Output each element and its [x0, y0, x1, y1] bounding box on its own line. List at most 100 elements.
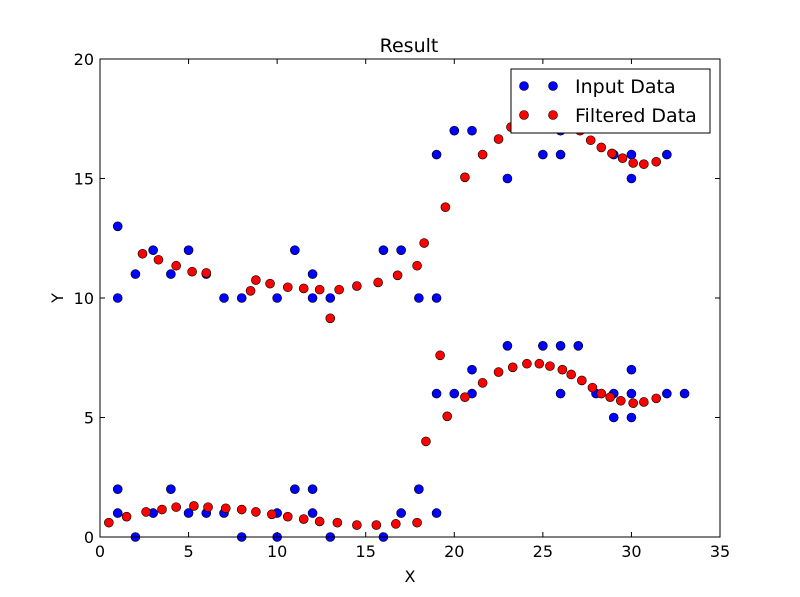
legend-marker-input-2: [548, 81, 558, 91]
filtered-data-point: [460, 392, 470, 402]
input-data-point: [662, 149, 672, 160]
y-axis-label: Y: [48, 293, 67, 304]
filtered-data-point: [352, 520, 362, 530]
input-data-point: [112, 484, 123, 495]
filtered-data-point: [325, 313, 336, 324]
x-tick-label: 15: [356, 542, 376, 561]
filtered-data-point: [628, 158, 639, 168]
input-data-point: [467, 125, 477, 136]
input-data-point: [431, 508, 442, 518]
filtered-data-point: [477, 378, 488, 388]
filtered-data-point: [189, 501, 199, 511]
input-data-point: [290, 484, 300, 495]
y-tick-label: 5: [84, 409, 94, 428]
filtered-data-point: [534, 358, 545, 369]
x-tick-label: 30: [621, 542, 641, 561]
input-data-point: [272, 293, 282, 303]
series-filtered-data: [104, 122, 662, 530]
input-data-point: [148, 245, 158, 255]
legend-marker-filtered-2: [548, 110, 558, 120]
legend: Input Data Filtered Data: [510, 68, 711, 134]
filtered-data-point: [137, 248, 148, 259]
input-data-point: [396, 245, 406, 255]
input-data-point: [236, 293, 247, 303]
input-data-point: [396, 508, 406, 518]
filtered-data-point: [171, 260, 181, 271]
filtered-data-point: [596, 388, 607, 399]
filtered-data-point: [460, 172, 470, 183]
filtered-data-point: [251, 275, 261, 285]
input-data-point: [555, 340, 566, 351]
input-data-point: [449, 388, 460, 399]
filtered-data-point: [104, 517, 114, 528]
filtered-data-point: [251, 507, 261, 517]
input-data-point: [538, 149, 548, 160]
input-data-point: [219, 293, 229, 303]
input-data-point: [626, 364, 637, 375]
input-data-point: [112, 293, 123, 303]
input-data-point: [626, 173, 637, 184]
filtered-data-point: [245, 286, 256, 296]
plot-area: [104, 122, 690, 542]
filtered-data-point: [477, 149, 488, 160]
filtered-data-point: [282, 511, 293, 522]
filtered-data-point: [577, 375, 587, 386]
filtered-data-point: [267, 509, 277, 520]
legend-box: [510, 68, 711, 134]
filtered-data-point: [157, 504, 167, 515]
input-data-point: [573, 340, 584, 351]
input-data-point: [307, 293, 318, 303]
legend-marker-filtered-1: [519, 110, 529, 120]
legend-marker-input-1: [519, 81, 529, 91]
filtered-data-point: [442, 411, 453, 422]
filtered-data-point: [141, 507, 151, 517]
input-data-point: [431, 149, 442, 160]
input-data-point: [449, 125, 460, 136]
filtered-data-point: [493, 367, 504, 377]
input-data-point: [467, 364, 477, 375]
filtered-data-point: [298, 283, 309, 294]
input-data-point: [112, 221, 123, 232]
filtered-data-point: [566, 369, 577, 380]
filtered-data-point: [522, 358, 532, 369]
filtered-data-point: [435, 350, 445, 361]
filtered-data-point: [421, 436, 431, 447]
filtered-data-point: [419, 238, 429, 248]
filtered-data-point: [617, 153, 628, 163]
x-tick-label: 10: [267, 542, 287, 561]
input-data-point: [414, 293, 424, 303]
filtered-data-point: [121, 511, 132, 522]
filtered-data-point: [332, 517, 343, 528]
filtered-data-point: [412, 517, 422, 528]
filtered-data-point: [628, 398, 639, 408]
input-data-point: [608, 412, 619, 423]
input-data-point: [555, 388, 566, 399]
filtered-data-point: [298, 514, 309, 524]
x-tick-label: 0: [95, 542, 105, 561]
filtered-data-point: [314, 516, 325, 527]
filtered-data-point: [585, 135, 596, 146]
filtered-data-point: [391, 519, 401, 529]
input-data-point: [555, 149, 566, 160]
filtered-data-point: [507, 362, 518, 373]
input-data-point: [307, 508, 318, 518]
x-tick-label: 25: [533, 542, 553, 561]
filtered-data-point: [236, 504, 247, 515]
input-data-point: [626, 388, 637, 399]
x-tick-label: 20: [444, 542, 464, 561]
input-data-point: [431, 293, 442, 303]
filtered-data-point: [314, 284, 325, 295]
filtered-data-point: [615, 395, 626, 406]
input-data-point: [130, 269, 141, 279]
filtered-data-point: [493, 134, 504, 144]
y-tick-label: 15: [74, 170, 94, 189]
filtered-data-point: [651, 156, 662, 167]
input-data-point: [502, 173, 513, 184]
input-data-point: [431, 388, 442, 399]
axis-ticks: 0 5 10 15 20 25 30 35 0 5 10 15 20: [74, 50, 731, 561]
filtered-data-point: [220, 503, 231, 514]
y-tick-label: 10: [74, 289, 94, 308]
input-data-point: [307, 484, 318, 495]
input-data-point: [307, 269, 318, 279]
